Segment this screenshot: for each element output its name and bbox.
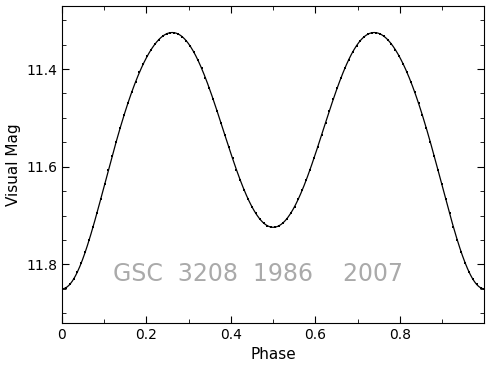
X-axis label: Phase: Phase — [250, 347, 296, 362]
Y-axis label: Visual Mag: Visual Mag — [5, 123, 21, 206]
Text: GSC  3208  1986    2007: GSC 3208 1986 2007 — [113, 262, 403, 286]
